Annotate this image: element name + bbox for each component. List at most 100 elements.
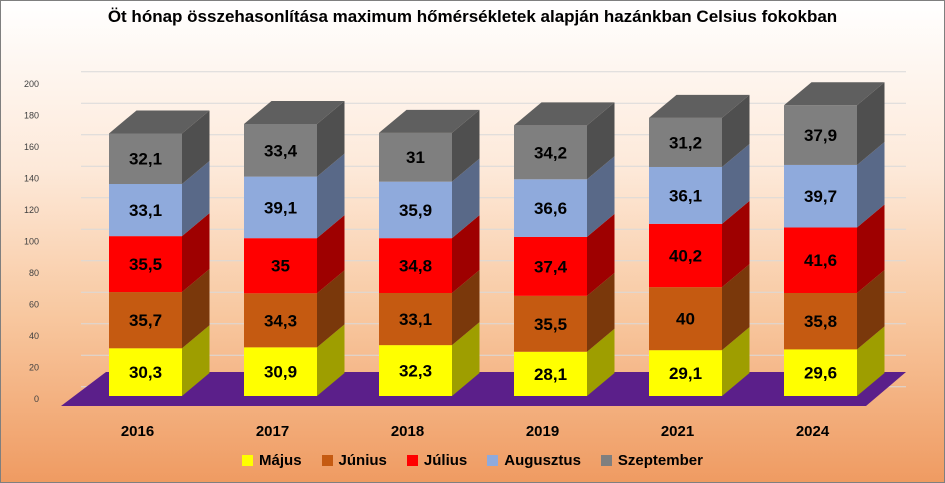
bar-segment: [379, 345, 452, 396]
bar-side: [857, 269, 885, 350]
legend-label: Június: [338, 452, 387, 469]
legend-item: Szeptember: [600, 452, 703, 469]
data-label: 35,5: [129, 255, 162, 274]
bar-side: [587, 156, 615, 237]
bar-side: [317, 100, 345, 177]
bar-side: [452, 109, 480, 182]
bar-segment: [109, 348, 182, 396]
bar-top: [784, 82, 885, 106]
bar-side: [317, 324, 345, 396]
y-tick-label: 0: [34, 394, 39, 404]
bar-segment: [379, 181, 452, 239]
bar-segment: [379, 292, 452, 346]
bar-top: [649, 94, 750, 118]
bar-side: [857, 204, 885, 293]
bar-side: [317, 270, 345, 348]
bar-side: [452, 158, 480, 239]
data-label: 32,3: [399, 362, 432, 381]
data-label: 30,9: [264, 363, 297, 382]
y-tick-label: 140: [24, 174, 39, 184]
x-category-label: 2016: [121, 423, 154, 440]
bar-segment: [109, 133, 182, 185]
bar-segment: [109, 236, 182, 293]
bar-top: [109, 110, 210, 134]
bar-side: [587, 328, 615, 396]
y-tick-label: 180: [24, 111, 39, 121]
data-label: 33,1: [399, 310, 432, 329]
bar-side: [722, 143, 750, 224]
data-label: 41,6: [804, 251, 837, 270]
bar-side: [182, 325, 210, 396]
bar-segment: [514, 295, 587, 352]
bar-side: [182, 269, 210, 349]
bar-side: [722, 94, 750, 167]
bar-segment: [244, 176, 317, 239]
bar-segment: [379, 238, 452, 293]
y-tick-label: 160: [24, 142, 39, 152]
bar-side: [452, 322, 480, 396]
bar-segment: [514, 351, 587, 396]
x-category-label: 2024: [796, 423, 830, 440]
data-label: 33,4: [264, 141, 298, 160]
bar-segment: [379, 132, 452, 182]
bar-side: [857, 141, 885, 228]
legend-label: Július: [423, 452, 468, 469]
bar-segment: [784, 227, 857, 293]
legend-swatch: [600, 455, 612, 466]
bar-side: [587, 272, 615, 352]
legend-label: Szeptember: [617, 452, 703, 469]
bar-segment: [109, 184, 182, 237]
data-label: 32,1: [129, 150, 162, 169]
y-tick-label: 40: [29, 331, 39, 341]
legend-item: Július: [406, 452, 468, 469]
x-category-label: 2017: [256, 423, 289, 440]
bar-side: [452, 269, 480, 346]
y-tick-label: 80: [29, 268, 39, 278]
data-label: 34,3: [264, 311, 297, 330]
legend-swatch: [406, 455, 418, 466]
bar-side: [587, 213, 615, 296]
data-label: 29,6: [804, 364, 837, 383]
data-label: 34,8: [399, 257, 432, 276]
bar-segment: [244, 123, 317, 177]
bar-side: [182, 110, 210, 185]
bar-side: [587, 102, 615, 180]
bar-segment: [649, 223, 722, 288]
data-label: 34,2: [534, 143, 567, 162]
bar-top: [244, 100, 345, 124]
legend-swatch: [487, 455, 499, 466]
bar-segment: [514, 125, 587, 180]
bar-segment: [649, 287, 722, 351]
legend-label: Május: [259, 452, 302, 469]
y-tick-label: 120: [24, 205, 39, 215]
data-label: 36,1: [669, 186, 702, 205]
y-tick-label: 60: [29, 300, 39, 310]
legend-item: Augusztus: [487, 452, 581, 469]
data-label: 33,1: [129, 201, 162, 220]
y-tick-label: 100: [24, 237, 39, 247]
y-tick-label: 20: [29, 363, 39, 373]
data-label: 35,7: [129, 311, 162, 330]
bar-segment: [784, 292, 857, 350]
data-label: 36,6: [534, 199, 567, 218]
bar-side: [722, 327, 750, 396]
bar-segment: [784, 105, 857, 165]
data-label: 39,1: [264, 198, 297, 217]
bar-top: [514, 102, 615, 126]
bar-side: [182, 213, 210, 293]
legend-swatch: [242, 455, 254, 466]
bar-segment: [244, 347, 317, 396]
bar-side: [182, 161, 210, 237]
legend-label: Augusztus: [504, 452, 581, 469]
data-label: 40,2: [669, 247, 702, 266]
bar-top: [379, 109, 480, 133]
data-label: 40: [676, 310, 695, 329]
y-tick-label: 200: [24, 79, 39, 89]
legend-item: Június: [321, 452, 387, 469]
bar-side: [317, 153, 345, 239]
data-label: 31,2: [669, 133, 702, 152]
bar-side: [452, 215, 480, 293]
data-label: 35,5: [534, 315, 567, 334]
